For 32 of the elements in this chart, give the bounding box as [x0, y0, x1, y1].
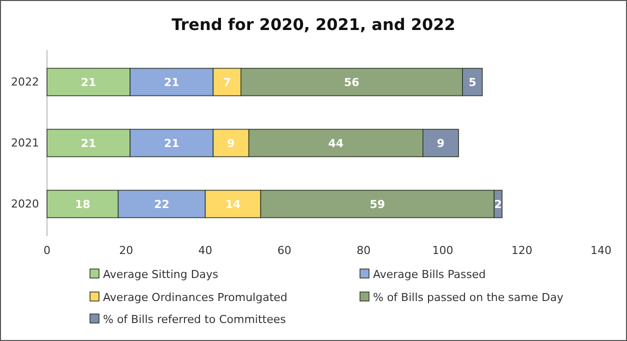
data-label: 21 [164, 76, 180, 90]
data-label: 18 [74, 198, 90, 211]
chart-title: Trend for 2020, 2021, and 2022 [172, 15, 456, 34]
x-tick-label: 100 [432, 244, 454, 257]
x-tick-label: 0 [44, 244, 50, 257]
data-label: 5 [468, 76, 476, 90]
y-tick-label: 2021 [11, 136, 39, 150]
legend-label: % of Bills referred to Committees [103, 313, 286, 326]
data-label: 56 [344, 76, 360, 90]
legend-label: % of Bills passed on the same Day [373, 291, 564, 304]
data-label: 22 [154, 198, 170, 211]
legend-label: Average Ordinances Promulgated [103, 291, 288, 304]
data-label: 21 [80, 76, 96, 90]
x-tick-label: 120 [511, 244, 532, 257]
data-label: 21 [80, 137, 96, 150]
x-tick-label: 40 [198, 244, 212, 257]
data-label: 2 [494, 198, 502, 211]
legend-label: Average Sitting Days [103, 268, 219, 281]
y-tick-label: 2022 [11, 76, 39, 89]
data-label: 44 [328, 137, 344, 150]
x-tick-label: 80 [356, 244, 371, 257]
legend-label: Average Bills Passed [373, 268, 486, 281]
data-label: 7 [223, 76, 231, 90]
x-tick-label: 140 [590, 244, 612, 257]
y-tick-label: 2020 [11, 198, 39, 211]
data-label: 9 [227, 137, 235, 150]
data-label: 9 [436, 137, 445, 150]
x-tick-label: 60 [277, 244, 292, 257]
x-tick-label: 20 [119, 244, 134, 257]
data-label: 14 [225, 198, 241, 211]
data-label: 21 [164, 137, 180, 150]
data-label: 59 [370, 198, 386, 211]
